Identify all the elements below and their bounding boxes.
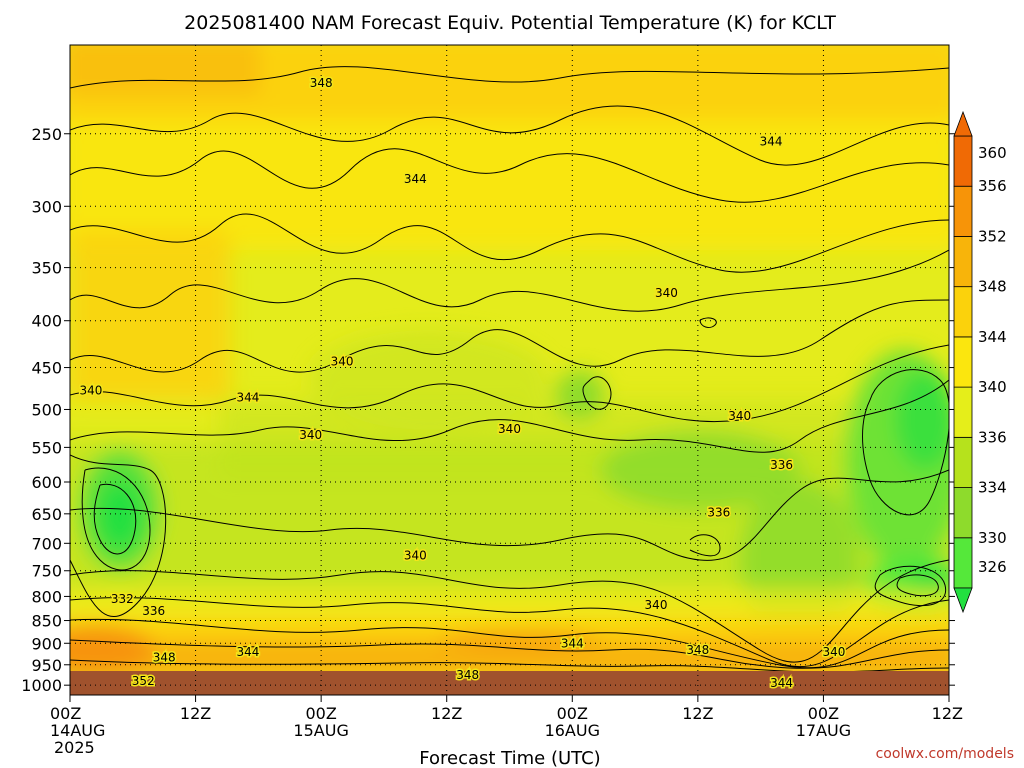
y-tick-label: 1000 <box>21 676 62 695</box>
contour-label: 340 <box>728 409 751 423</box>
grid-lines <box>70 45 949 695</box>
colorbar-segment <box>953 185 973 237</box>
colorbar-label: 344 <box>978 328 1007 346</box>
contour-label: 352 <box>132 674 155 688</box>
x-tick-label: 12Z <box>932 704 963 723</box>
theta-e-field <box>70 45 949 680</box>
x-year-label: 2025 <box>54 738 95 757</box>
x-tick-label: 12Z <box>180 704 211 723</box>
contour-label: 348 <box>456 668 479 682</box>
y-tick-label: 650 <box>31 505 62 524</box>
colorbar-label: 330 <box>978 529 1007 547</box>
contour-label: 344 <box>404 172 427 186</box>
colorbar-segment <box>953 386 973 438</box>
contour-label: 340 <box>404 549 427 563</box>
chart-title: 2025081400 NAM Forecast Equiv. Potential… <box>184 12 836 34</box>
terrain-below-ground <box>70 671 949 695</box>
colorbar-label: 360 <box>978 144 1007 162</box>
contour-label: 344 <box>561 636 584 650</box>
contour-label: 344 <box>770 676 793 690</box>
colorbar-label: 356 <box>978 177 1007 195</box>
y-tick-label: 800 <box>31 587 62 606</box>
y-tick-label: 400 <box>31 312 62 331</box>
contour-label: 336 <box>707 506 730 520</box>
x-date-label: 14AUG <box>50 721 105 740</box>
x-tick-label: 00Z <box>50 704 81 723</box>
contour-labels: 348 344 344 340 344 340 340 340 340 340 336 336 340 3… <box>78 74 847 691</box>
contour-label: 340 <box>498 422 521 436</box>
contour-label: 340 <box>79 384 102 398</box>
colorbar-label: 326 <box>978 558 1007 576</box>
colorbar-label: 352 <box>978 227 1007 245</box>
colorbar-label: 336 <box>978 428 1007 446</box>
y-tick-label: 350 <box>31 259 62 278</box>
colorbar-segment <box>953 286 973 338</box>
contour-label: 336 <box>770 458 793 472</box>
colorbar-label: 348 <box>978 278 1007 296</box>
x-tick-label: 00Z <box>808 704 839 723</box>
plot-area: 348 344 344 340 344 340 340 340 340 340 336 336 340 3… <box>70 45 949 695</box>
x-date-label: 17AUG <box>796 721 851 740</box>
contour-label: 344 <box>760 135 783 149</box>
x-date-label: 15AUG <box>293 721 348 740</box>
plot-frame <box>69 44 950 696</box>
colorbar-label: 340 <box>978 378 1007 396</box>
x-tick-label: 00Z <box>305 704 336 723</box>
contour-label: 340 <box>822 645 845 659</box>
contour-label: 332 <box>111 592 134 606</box>
colorbar-extend-top <box>953 110 973 137</box>
contour-label: 340 <box>655 286 678 300</box>
y-tick-label: 600 <box>31 473 62 492</box>
x-tick-label: 12Z <box>431 704 462 723</box>
y-tick-label: 250 <box>31 125 62 144</box>
contour-label: 340 <box>299 428 322 442</box>
x-tick-label: 00Z <box>557 704 588 723</box>
y-axis: 250 300 350 400 450 500 550 600 650 700 750 800 850 9… <box>21 125 955 695</box>
x-tick-label: 12Z <box>682 704 713 723</box>
contour-label: 348 <box>153 651 176 665</box>
colorbar-label: 334 <box>978 479 1007 497</box>
y-tick-label: 750 <box>31 562 62 581</box>
y-tick-label: 300 <box>31 197 62 216</box>
contour-label: 344 <box>236 390 259 404</box>
contour-label: 344 <box>236 645 259 659</box>
contour-lines <box>70 66 949 673</box>
y-tick-label: 850 <box>31 612 62 631</box>
contour-label: 340 <box>331 354 354 368</box>
x-axis-label: Forecast Time (UTC) <box>419 748 600 768</box>
y-tick-label: 950 <box>31 656 62 675</box>
x-date-label: 16AUG <box>545 721 600 740</box>
y-tick-label: 500 <box>31 400 62 419</box>
credit-text: coolwx.com/models <box>876 746 1014 762</box>
colorbar-extend-bottom <box>953 587 973 614</box>
colorbar-segment <box>953 236 973 288</box>
colorbar-segment <box>953 135 973 187</box>
y-tick-label: 900 <box>31 634 62 653</box>
contour-label: 340 <box>645 598 668 612</box>
colorbar-segment <box>953 537 973 589</box>
contour-label: 348 <box>686 643 709 657</box>
colorbar-segment <box>953 436 973 488</box>
y-tick-label: 700 <box>31 534 62 553</box>
colorbar-segment <box>953 487 973 539</box>
colorbar: 326 330 334 336 340 344 348 352 356 360 <box>953 110 1007 614</box>
y-tick-label: 550 <box>31 438 62 457</box>
contour-label: 336 <box>142 604 165 618</box>
contour-label: 348 <box>310 76 333 90</box>
colorbar-segment <box>953 336 973 388</box>
y-tick-label: 450 <box>31 359 62 378</box>
